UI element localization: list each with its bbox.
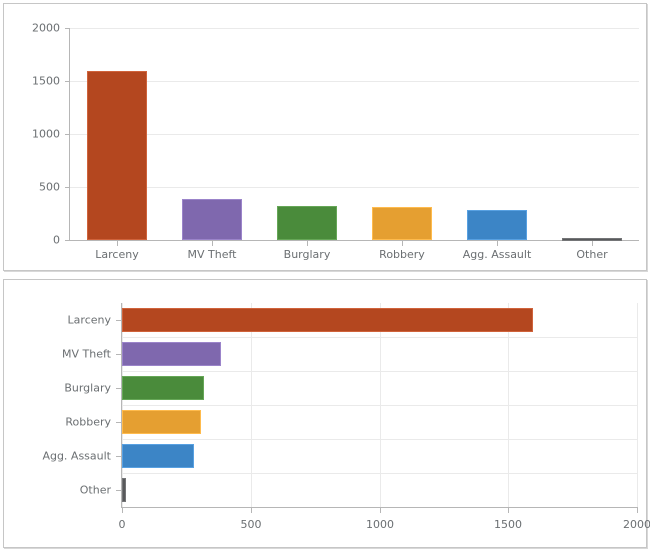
vertical-bar-mv-theft bbox=[182, 199, 242, 240]
horizontal-bar-larceny bbox=[122, 308, 533, 332]
vertical-bar-larceny bbox=[87, 71, 147, 240]
horizontal-bar-burglary bbox=[122, 376, 204, 400]
horizontal-chart-x-tick-label: 1000 bbox=[366, 518, 394, 531]
vertical-bar-robbery bbox=[372, 207, 432, 240]
vertical-chart-x-tick bbox=[212, 241, 213, 246]
horizontal-chart-category-label: Larceny bbox=[67, 313, 111, 327]
horizontal-chart-plot-area bbox=[122, 303, 638, 507]
vertical-chart-y-tick-label: 0 bbox=[53, 233, 60, 247]
vertical-chart-x-tick bbox=[307, 241, 308, 246]
horizontal-bar-chart-panel: 0 500 1000 1500 2000 Larceny MV Theft Burglary… bbox=[3, 279, 650, 549]
horizontal-chart-row-separator bbox=[122, 405, 637, 406]
horizontal-chart-row-separator bbox=[122, 371, 637, 372]
vertical-chart-y-tick bbox=[65, 134, 70, 135]
vertical-chart-category-label: Burglary bbox=[283, 248, 331, 261]
horizontal-chart-y-tick bbox=[116, 490, 121, 491]
vertical-chart-y-axis-line bbox=[69, 28, 70, 241]
vertical-chart-x-tick bbox=[592, 241, 593, 246]
horizontal-chart-row-separator bbox=[122, 337, 637, 338]
horizontal-chart-x-tick bbox=[251, 508, 252, 513]
horizontal-chart-category-labels: Larceny MV Theft Burglary Robbery Agg. Assau… bbox=[4, 280, 122, 520]
vertical-bar-burglary bbox=[277, 206, 337, 240]
vertical-chart-category-label: Other bbox=[576, 248, 608, 261]
horizontal-chart-category-label: Robbery bbox=[65, 415, 111, 429]
vertical-bar-other bbox=[562, 238, 622, 241]
horizontal-chart-row-separator bbox=[122, 473, 637, 474]
horizontal-chart-x-tick-label: 500 bbox=[240, 518, 262, 531]
vertical-chart-y-tick bbox=[65, 240, 70, 241]
vertical-chart-x-tick bbox=[117, 241, 118, 246]
horizontal-chart-x-tick bbox=[122, 508, 123, 513]
horizontal-chart-x-tick bbox=[637, 508, 638, 513]
horizontal-chart-gridline bbox=[637, 303, 638, 507]
horizontal-chart-x-tick bbox=[380, 508, 381, 513]
horizontal-chart-category-label: Burglary bbox=[64, 381, 111, 395]
vertical-chart-gridline bbox=[70, 28, 639, 29]
horizontal-chart-y-tick bbox=[116, 320, 121, 321]
horizontal-chart-x-axis: 0 500 1000 1500 2000 bbox=[4, 280, 650, 549]
vertical-chart-category-labels: Larceny MV Theft Burglary Robbery Agg. Assau… bbox=[70, 248, 639, 266]
horizontal-bar-robbery bbox=[122, 410, 201, 434]
vertical-chart-y-tick-label: 1000 bbox=[32, 127, 60, 141]
horizontal-chart-x-tick-label: 1500 bbox=[494, 518, 522, 531]
horizontal-chart-y-tick bbox=[116, 354, 121, 355]
horizontal-chart-category-label: Other bbox=[79, 483, 111, 497]
vertical-chart-gridline bbox=[70, 81, 639, 82]
vertical-bar-agg-assault bbox=[467, 210, 527, 240]
horizontal-chart-x-tick bbox=[508, 508, 509, 513]
horizontal-chart-y-tick bbox=[116, 422, 121, 423]
vertical-chart-x-tick bbox=[402, 241, 403, 246]
horizontal-chart-y-tick bbox=[116, 388, 121, 389]
vertical-chart-x-axis-line bbox=[70, 240, 639, 241]
vertical-chart-y-tick bbox=[65, 81, 70, 82]
horizontal-chart-x-tick-label: 0 bbox=[118, 518, 126, 531]
horizontal-chart-category-label: Agg. Assault bbox=[42, 449, 111, 463]
horizontal-bar-mv-theft bbox=[122, 342, 221, 366]
vertical-chart-gridline bbox=[70, 187, 639, 188]
vertical-chart-y-tick bbox=[65, 28, 70, 29]
horizontal-bar-other bbox=[122, 478, 126, 502]
vertical-chart-y-tick-label: 500 bbox=[39, 180, 60, 194]
vertical-chart-category-label: Agg. Assault bbox=[462, 248, 532, 261]
horizontal-chart-category-label: MV Theft bbox=[62, 347, 111, 361]
vertical-bar-chart-panel: 0 500 1000 1500 2000 Larceny MV Theft Burglary… bbox=[3, 3, 647, 271]
horizontal-chart-y-axis-line bbox=[121, 303, 122, 508]
vertical-chart-y-tick-label: 1500 bbox=[32, 74, 60, 88]
horizontal-chart-row-separator bbox=[122, 439, 637, 440]
vertical-chart-category-label: Robbery bbox=[379, 248, 425, 261]
vertical-chart-category-label: MV Theft bbox=[187, 248, 237, 261]
horizontal-chart-y-tick bbox=[116, 456, 121, 457]
vertical-chart-x-tick bbox=[497, 241, 498, 246]
vertical-chart-y-tick-label: 2000 bbox=[32, 21, 60, 35]
horizontal-bar-agg-assault bbox=[122, 444, 194, 468]
vertical-chart-y-tick bbox=[65, 187, 70, 188]
vertical-chart-gridline bbox=[70, 134, 639, 135]
vertical-chart-y-axis: 0 500 1000 1500 2000 bbox=[4, 4, 70, 272]
vertical-chart-category-label: Larceny bbox=[95, 248, 139, 261]
vertical-chart-plot-area bbox=[70, 28, 639, 246]
horizontal-chart-x-axis-line bbox=[121, 507, 638, 508]
horizontal-chart-x-tick-label: 2000 bbox=[623, 518, 650, 531]
